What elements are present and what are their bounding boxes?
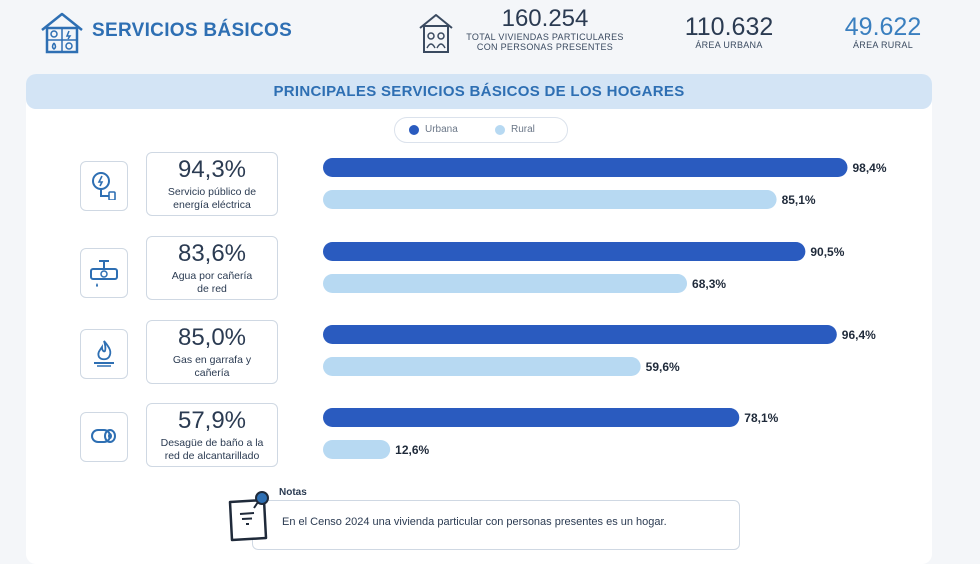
bar-urban-2 <box>323 325 837 344</box>
section-banner: PRINCIPALES SERVICIOS BÁSICOS DE LOS HOG… <box>26 74 932 109</box>
service-desc-line1: Gas en garrafa y <box>172 354 252 366</box>
electricity-icon <box>92 172 116 200</box>
bar-urban-1 <box>323 242 806 261</box>
kpi-urban: 110.632 ÁREA URBANA <box>670 14 788 50</box>
gas-flame-icon <box>94 340 114 367</box>
house-services-icon <box>41 12 83 54</box>
legend-rural-swatch <box>495 125 505 135</box>
kpi-total-households: 160.254 TOTAL VIVIENDAS PARTICULARES CON… <box>455 5 635 53</box>
service-card-gas: 85,0% Gas en garrafa y cañería <box>146 320 278 384</box>
bar-rural-0 <box>323 190 777 209</box>
water-icon-box <box>80 248 128 298</box>
service-desc-line1: Desagüe de baño a la <box>160 437 264 449</box>
service-card-sewer: 57,9% Desagüe de baño a la red de alcant… <box>146 403 278 467</box>
page-title: SERVICIOS BÁSICOS <box>92 20 293 41</box>
service-desc-line2: energía eléctrica <box>173 199 251 211</box>
kpi-rural: 49.622 ÁREA RURAL <box>825 14 941 50</box>
service-total-pct: 85,0% <box>177 324 247 351</box>
service-total-pct: 57,9% <box>177 407 247 434</box>
service-total-pct: 83,6% <box>177 240 247 267</box>
kpi-total-label-1: TOTAL VIVIENDAS PARTICULARES <box>466 32 624 42</box>
bar-rural-1 <box>323 274 688 293</box>
kpi-rural-value: 49.622 <box>844 13 922 41</box>
notes-box <box>252 500 740 550</box>
legend-rural-label: Rural <box>511 124 535 135</box>
bar-urban-0 <box>323 158 848 177</box>
bar-rural-2 <box>323 357 641 376</box>
electricity-icon-box <box>80 161 128 211</box>
bar-label-rural-0: 85,1% <box>782 193 816 207</box>
sewer-icon-box <box>80 412 128 462</box>
service-total-pct: 94,3% <box>177 156 247 183</box>
notes-label: Notas <box>279 487 307 498</box>
service-desc-line1: Servicio público de <box>167 186 257 198</box>
service-desc-line2: cañería <box>194 367 230 379</box>
pinned-note-icon <box>228 491 269 542</box>
kpi-rural-label: ÁREA RURAL <box>852 40 914 50</box>
legend-urban-label: Urbana <box>425 124 458 135</box>
household-icon <box>419 14 453 53</box>
service-card-water: 83,6% Agua por cañería de red <box>146 236 278 300</box>
service-desc-line2: de red <box>197 283 227 295</box>
bar-label-rural-3: 12,6% <box>395 443 429 457</box>
sewer-pipe-icon <box>91 429 116 443</box>
water-pipe-icon <box>90 260 118 287</box>
bar-label-urban-1: 90,5% <box>810 245 844 259</box>
kpi-urban-value: 110.632 <box>684 13 774 41</box>
service-card-electricity: 94,3% Servicio público de energía eléctr… <box>146 152 278 216</box>
chart-legend: Urbana Rural <box>394 117 568 143</box>
bar-label-urban-2: 96,4% <box>842 328 876 342</box>
service-desc-line1: Agua por cañería <box>171 270 253 282</box>
kpi-urban-label: ÁREA URBANA <box>695 40 763 50</box>
notes-text: En el Censo 2024 una vivienda particular… <box>282 516 667 528</box>
gas-icon-box <box>80 329 128 379</box>
bar-label-urban-0: 98,4% <box>852 161 886 175</box>
bar-label-rural-1: 68,3% <box>692 277 726 291</box>
legend-urban-swatch <box>409 125 419 135</box>
bar-rural-3 <box>323 440 391 459</box>
bar-urban-3 <box>323 408 740 427</box>
bar-label-rural-2: 59,6% <box>646 360 680 374</box>
kpi-total-label-2: CON PERSONAS PRESENTES <box>476 42 614 52</box>
header: SERVICIOS BÁSICOS 160.254 TOTAL VIVIENDA… <box>0 0 980 70</box>
bar-label-urban-3: 78,1% <box>744 411 778 425</box>
kpi-total-value: 160.254 <box>501 5 589 32</box>
service-desc-line2: red de alcantarillado <box>164 450 260 462</box>
